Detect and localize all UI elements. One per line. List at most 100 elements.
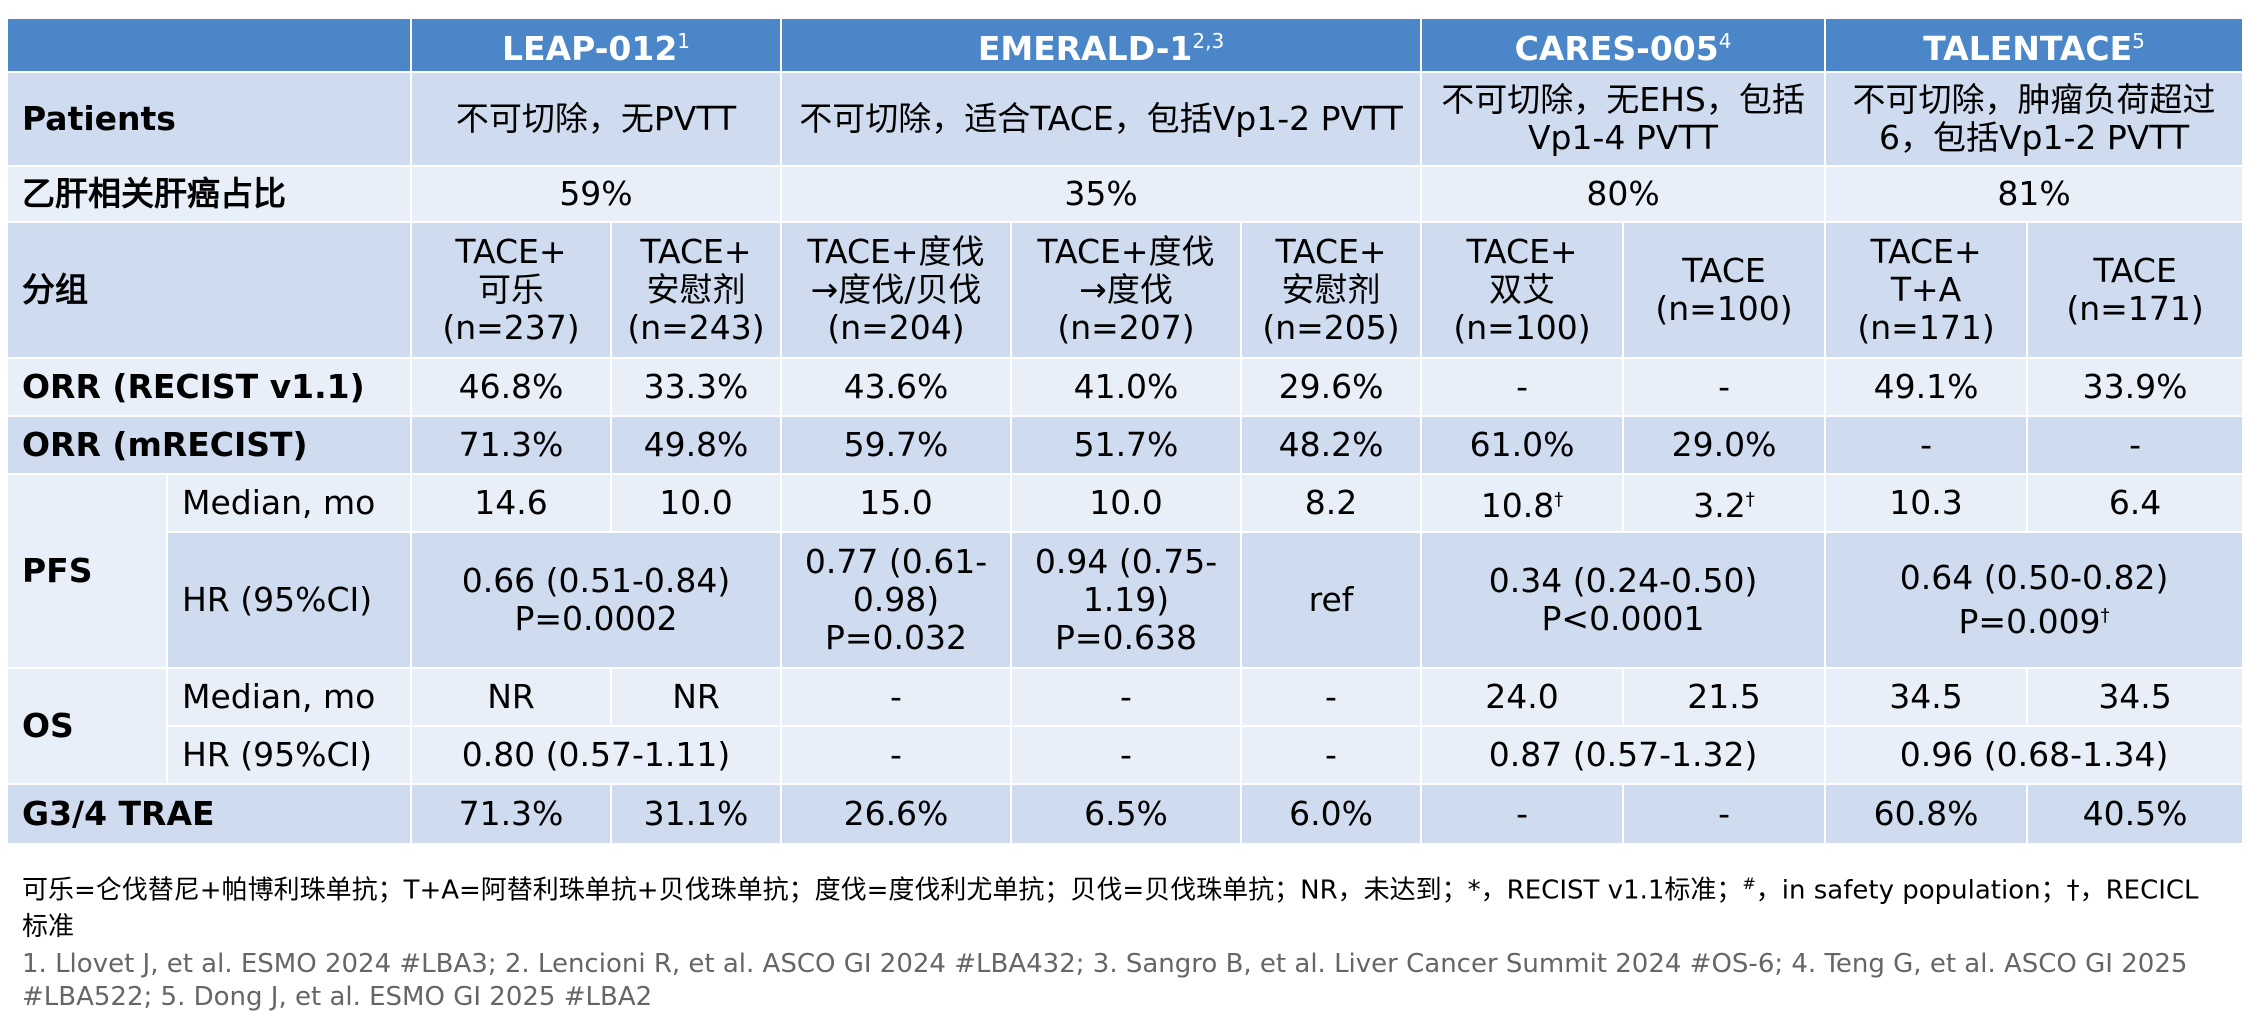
value-text: 3.2	[1693, 486, 1746, 525]
pfs-hr-emerald-b: 0.94 (0.75- 1.19) P=0.638	[1010, 531, 1242, 669]
patients-talentace: 不可切除，肿瘤负荷超过6，包括Vp1-2 PVTT	[1824, 71, 2245, 167]
orr-mrecist-row: ORR (mRECIST) 71.3% 49.8% 59.7% 51.7% 48…	[6, 415, 2245, 475]
group-line: TACE+	[1466, 232, 1578, 271]
patients-leap: 不可切除，无PVTT	[410, 71, 782, 167]
trial-name: CARES-005	[1514, 29, 1719, 68]
groups-row: 分组 TACE+ 可乐 (n=237) TACE+ 安慰剂 (n=243) TACE+度…	[6, 221, 2245, 359]
hbv-cares: 80%	[1420, 165, 1827, 223]
footnote-text: ，in safety population；†，RECICL标准	[22, 875, 2199, 942]
group-line: (n=204)	[827, 308, 965, 347]
orr-recist-value: 33.3%	[610, 357, 782, 417]
trial-name: TALENTACE	[1923, 29, 2133, 68]
patients-row: Patients 不可切除，无PVTT 不可切除，适合TACE，包括Vp1-2 …	[6, 71, 2245, 167]
orr-recist-value: 41.0%	[1010, 357, 1242, 417]
group-cell: TACE+ T+A (n=171)	[1824, 221, 2029, 359]
orr-recist-value: 33.9%	[2026, 357, 2245, 417]
pfs-median-value: 6.4	[2026, 473, 2245, 533]
group-line: (n=207)	[1057, 308, 1195, 347]
group-line: TACE	[1682, 251, 1766, 290]
hr-line: P=0.032	[824, 618, 968, 657]
hbv-emerald: 35%	[779, 165, 1423, 223]
trae-value: 26.6%	[780, 783, 1012, 845]
row-label-orr-recist: ORR (RECIST v1.1)	[6, 357, 412, 417]
os-hr-talentace: 0.96 (0.68-1.34)	[1824, 725, 2245, 785]
os-median-row: OS Median, mo NR NR - - - 24.0 21.5 34.5…	[6, 667, 2245, 785]
footnote-abbreviations: 可乐=仑伐替尼+帕博利珠单抗；T+A=阿替利珠单抗+贝伐珠单抗；度伐=度伐利尤单…	[22, 866, 2212, 945]
group-line: 双艾	[1489, 270, 1556, 309]
group-cell: TACE+度伐 →度伐 (n=207)	[1010, 221, 1242, 359]
group-line: (n=171)	[1857, 308, 1995, 347]
header-leap-012: LEAP-0121	[410, 17, 782, 73]
orr-recist-value: 46.8%	[410, 357, 612, 417]
trae-row: G3/4 TRAE 71.3% 31.1% 26.6% 6.5% 6.0% - …	[6, 783, 2245, 845]
patients-emerald: 不可切除，适合TACE，包括Vp1-2 PVTT	[779, 71, 1423, 167]
pfs-hr-label: HR (95%CI)	[166, 531, 412, 669]
orr-recist-row: ORR (RECIST v1.1) 46.8% 33.3% 43.6% 41.0…	[6, 357, 2245, 417]
hr-line: 0.66 (0.51-0.84)	[461, 561, 731, 600]
row-label-trae: G3/4 TRAE	[6, 783, 412, 845]
group-line: T+A	[1890, 270, 1962, 309]
trae-value: -	[1420, 783, 1625, 845]
orr-mrecist-value: -	[1824, 415, 2029, 475]
group-line: (n=237)	[442, 308, 580, 347]
group-line: TACE+度伐	[1037, 232, 1215, 271]
trial-ref: 1	[677, 29, 691, 53]
os-hr-value: -	[780, 725, 1012, 785]
group-line: 可乐	[478, 270, 544, 309]
os-median-value: NR	[410, 667, 612, 727]
group-line: (n=100)	[1655, 289, 1793, 328]
trial-ref: 4	[1718, 29, 1732, 53]
hbv-talentace: 81%	[1824, 165, 2245, 223]
os-median-value: -	[1010, 667, 1242, 727]
hr-line: 0.34 (0.24-0.50)	[1488, 561, 1758, 600]
group-line: (n=205)	[1262, 308, 1400, 347]
hbv-row: 乙肝相关肝癌占比 59% 35% 80% 81%	[6, 165, 2245, 223]
hr-line: 0.94 (0.75-	[1034, 542, 1218, 581]
group-cell: TACE+ 双艾 (n=100)	[1420, 221, 1625, 359]
os-hr-row: HR (95%CI) 0.80 (0.57-1.11) - - - 0.87 (…	[7, 725, 2245, 785]
group-cell: TACE+度伐 →度伐/贝伐 (n=204)	[780, 221, 1012, 359]
header-cares-005: CARES-0054	[1420, 17, 1827, 73]
pfs-median-value: 10.0	[610, 473, 782, 533]
orr-mrecist-value: 51.7%	[1010, 415, 1242, 475]
row-label-orr-mrecist: ORR (mRECIST)	[6, 415, 412, 475]
hr-line: 0.77 (0.61-	[804, 542, 988, 581]
pfs-median-value: 3.2†	[1622, 473, 1827, 533]
trial-ref: 5	[2132, 29, 2145, 53]
orr-mrecist-value: 71.3%	[410, 415, 612, 475]
row-label-patients: Patients	[6, 71, 412, 167]
os-median-label: Median, mo	[166, 667, 412, 727]
header-row: LEAP-0121 EMERALD-12,3 CARES-0054 TALENT…	[6, 17, 2245, 73]
pfs-median-value: 10.0	[1010, 473, 1242, 533]
os-median-value: NR	[610, 667, 782, 727]
os-median-value: 24.0	[1420, 667, 1625, 727]
trial-ref: 2,3	[1192, 29, 1225, 53]
pfs-hr-leap: 0.66 (0.51-0.84) P=0.0002	[410, 531, 782, 669]
group-line: (n=243)	[627, 308, 765, 347]
group-line: TACE	[2093, 251, 2177, 290]
group-line: →度伐/贝伐	[810, 270, 982, 309]
pfs-hr-emerald-a: 0.77 (0.61- 0.98) P=0.032	[780, 531, 1012, 669]
os-hr-value: -	[1010, 725, 1242, 785]
dagger-mark: †	[1745, 489, 1755, 510]
trial-name: LEAP-012	[501, 29, 678, 68]
group-line: TACE+	[1870, 232, 1982, 271]
os-median-value: 34.5	[2026, 667, 2245, 727]
orr-recist-value: 49.1%	[1824, 357, 2029, 417]
group-line: TACE+	[640, 232, 752, 271]
orr-mrecist-value: 59.7%	[780, 415, 1012, 475]
trae-value: 60.8%	[1824, 783, 2029, 845]
group-line: 安慰剂	[646, 270, 746, 309]
orr-recist-value: 29.6%	[1239, 357, 1423, 417]
hr-line: P=0.0002	[514, 599, 678, 638]
hr-line: 0.64 (0.50-0.82)	[1899, 558, 2169, 597]
pfs-hr-talentace: 0.64 (0.50-0.82) P=0.009†	[1824, 531, 2245, 669]
hr-line: P=0.638	[1054, 618, 1198, 657]
pfs-hr-cares: 0.34 (0.24-0.50) P<0.0001	[1420, 531, 1827, 669]
group-line: (n=171)	[2066, 289, 2204, 328]
value-text: 10.8	[1480, 486, 1555, 525]
pfs-median-value: 15.0	[780, 473, 1012, 533]
trae-value: 71.3%	[410, 783, 612, 845]
group-line: TACE+	[1275, 232, 1387, 271]
